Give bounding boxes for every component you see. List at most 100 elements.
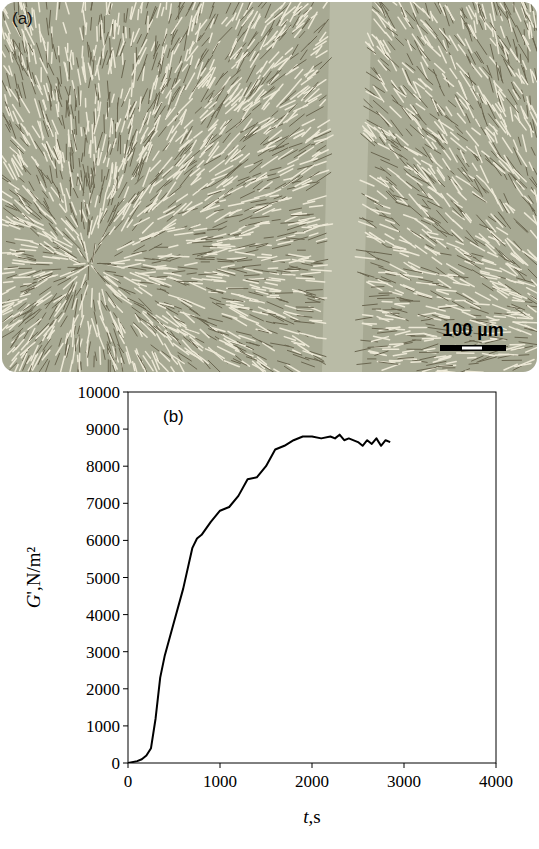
crystal-stroke [128, 136, 133, 154]
crystal-stroke [106, 2, 111, 14]
crystal-stroke [31, 264, 50, 266]
crystal-stroke [40, 68, 42, 82]
crystal-stroke [22, 82, 26, 98]
crystal-stroke [159, 127, 167, 136]
crystal-stroke [209, 33, 212, 42]
crystal-stroke [492, 28, 493, 37]
crystal-stroke [504, 194, 509, 205]
crystal-stroke [482, 284, 493, 291]
crystal-stroke [19, 268, 32, 269]
crystal-stroke [508, 12, 516, 27]
crystal-stroke [471, 63, 482, 77]
crystal-stroke [137, 304, 152, 314]
crystal-stroke [466, 131, 478, 146]
crystal-stroke [19, 261, 35, 263]
crystal-stroke [297, 15, 304, 25]
crystal-stroke [149, 278, 165, 280]
crystal-stroke [137, 10, 139, 20]
crystal-stroke [24, 167, 31, 175]
crystal-stroke [419, 279, 433, 282]
crystal-stroke [280, 328, 299, 334]
crystal-stroke [68, 267, 78, 268]
crystal-stroke [59, 2, 60, 9]
crystal-stroke [62, 219, 73, 231]
crystal-stroke [286, 67, 298, 75]
crystal-stroke [521, 106, 525, 118]
crystal-stroke [458, 114, 466, 123]
crystal-stroke [91, 18, 92, 31]
crystal-stroke [83, 165, 86, 178]
crystal-stroke [227, 164, 241, 177]
crystal-stroke [424, 225, 432, 231]
crystal-stroke [401, 285, 414, 291]
crystal-stroke [253, 181, 262, 188]
crystal-stroke [507, 98, 519, 112]
crystal-stroke [75, 300, 78, 318]
crystal-stroke [52, 319, 56, 327]
crystal-stroke [190, 56, 192, 64]
crystal-stroke [533, 36, 537, 51]
crystal-stroke [21, 245, 37, 248]
crystal-stroke [210, 161, 225, 172]
crystal-stroke [456, 126, 463, 133]
crystal-stroke [158, 255, 173, 257]
crystal-stroke [320, 58, 331, 69]
crystal-stroke [139, 143, 149, 155]
crystal-stroke [82, 3, 84, 12]
crystal-stroke [30, 242, 38, 245]
crystal-stroke [531, 147, 535, 155]
crystal-stroke [514, 140, 518, 150]
crystal-stroke [525, 213, 537, 224]
crystal-stroke [498, 36, 509, 51]
crystal-stroke [248, 87, 260, 102]
crystal-stroke [507, 37, 511, 47]
crystal-stroke [49, 93, 52, 107]
crystal-stroke [88, 63, 92, 80]
crystal-stroke [417, 66, 428, 79]
crystal-stroke [169, 51, 173, 70]
crystal-stroke [437, 168, 444, 179]
crystal-stroke [153, 100, 157, 115]
crystal-stroke [189, 282, 205, 290]
crystal-stroke [285, 269, 300, 270]
crystal-stroke [87, 195, 91, 215]
crystal-stroke [58, 102, 60, 111]
crystal-stroke [219, 27, 232, 41]
crystal-stroke [195, 338, 204, 343]
crystal-stroke [293, 260, 305, 263]
crystal-stroke [476, 119, 480, 126]
crystal-stroke [255, 292, 272, 293]
crystal-stroke [12, 328, 23, 338]
crystal-stroke [208, 360, 222, 372]
crystal-stroke [122, 121, 125, 132]
crystal-stroke [78, 111, 79, 123]
crystal-stroke [80, 28, 83, 40]
crystal-stroke [43, 191, 49, 198]
crystal-stroke [61, 356, 65, 372]
crystal-stroke [405, 147, 422, 156]
crystal-stroke [426, 139, 434, 149]
crystal-stroke [490, 39, 496, 46]
crystal-stroke [529, 2, 530, 11]
crystal-stroke [2, 6, 8, 18]
crystal-stroke [456, 176, 473, 186]
crystal-stroke [456, 241, 463, 244]
crystal-stroke [368, 358, 377, 359]
crystal-stroke [228, 288, 248, 289]
crystal-stroke [91, 2, 93, 10]
crystal-stroke [284, 337, 295, 341]
crystal-stroke [382, 364, 400, 370]
crystal-stroke [225, 215, 242, 219]
crystal-stroke [303, 351, 321, 357]
crystal-stroke [371, 209, 390, 213]
crystal-stroke [103, 193, 106, 210]
crystal-stroke [53, 44, 56, 59]
crystal-stroke [293, 336, 309, 347]
crystal-stroke [4, 268, 18, 269]
crystal-stroke [8, 266, 18, 268]
crystal-stroke [7, 275, 17, 278]
crystal-stroke [398, 2, 407, 16]
crystal-stroke [243, 265, 261, 267]
crystal-stroke [149, 125, 156, 142]
crystal-stroke [6, 206, 17, 211]
